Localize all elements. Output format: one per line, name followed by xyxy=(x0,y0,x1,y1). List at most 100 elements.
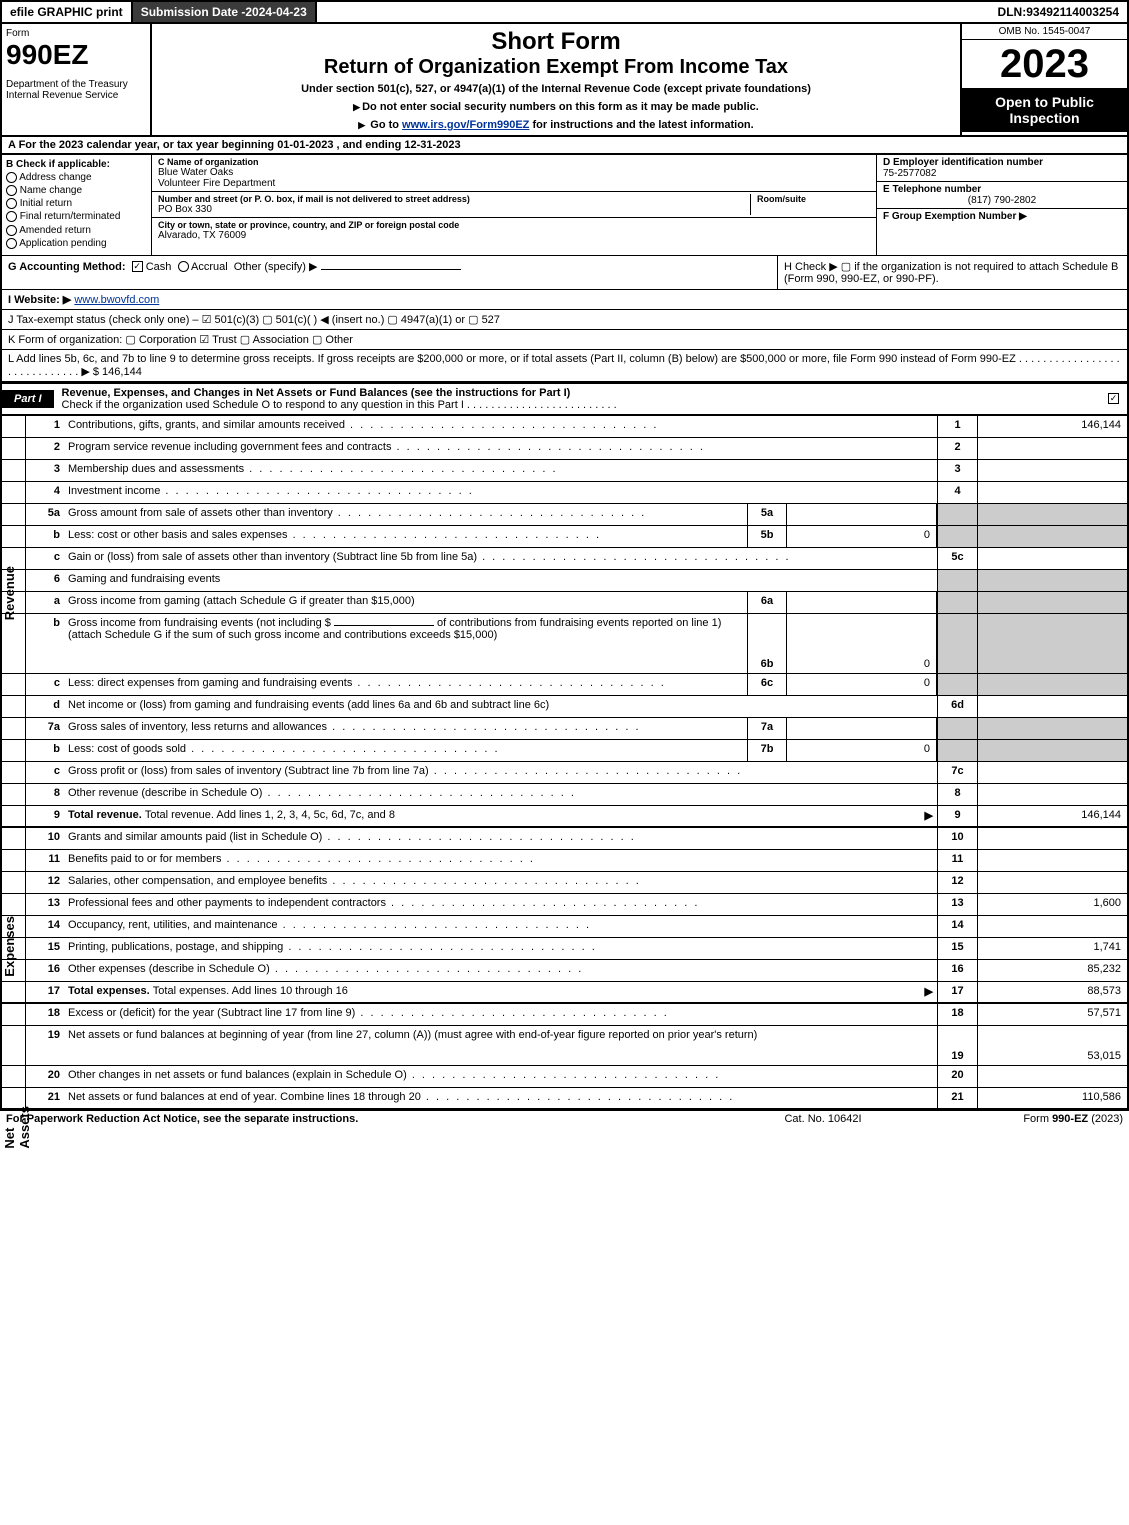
line-13: 13 Professional fees and other payments … xyxy=(2,894,1127,916)
ein-label: D Employer identification number xyxy=(883,157,1121,168)
phone-value: (817) 790-2802 xyxy=(883,195,1121,206)
line-19: 19 Net assets or fund balances at beginn… xyxy=(2,1026,1127,1066)
line-15: 15 Printing, publications, postage, and … xyxy=(2,938,1127,960)
website-link[interactable]: www.bwovfd.com xyxy=(74,294,159,306)
line-3: 3 Membership dues and assessments 3 xyxy=(2,460,1127,482)
addr-label: Number and street (or P. O. box, if mail… xyxy=(158,194,750,204)
line-10: 10 Grants and similar amounts paid (list… xyxy=(2,828,1127,850)
form-title: Return of Organization Exempt From Incom… xyxy=(160,56,952,79)
efile-print[interactable]: efile GRAPHIC print xyxy=(2,2,133,22)
chk-pending[interactable]: Application pending xyxy=(6,238,147,249)
group-exemption-label: F Group Exemption Number ▶ xyxy=(883,211,1027,222)
note-link: Go to www.irs.gov/Form990EZ for instruct… xyxy=(160,119,952,131)
gross-receipts-amount: 146,144 xyxy=(102,366,142,378)
top-bar: efile GRAPHIC print Submission Date - 20… xyxy=(0,0,1129,24)
part1-tag: Part I xyxy=(2,390,54,408)
net-assets-eoy: 110,586 xyxy=(977,1088,1127,1108)
dln: DLN: 93492114003254 xyxy=(990,2,1127,22)
row-i-website: I Website: ▶ www.bwovfd.com xyxy=(0,290,1129,310)
line-18: 18 Excess or (deficit) for the year (Sub… xyxy=(2,1004,1127,1026)
line-16: 16 Other expenses (describe in Schedule … xyxy=(2,960,1127,982)
total-revenue: 146,144 xyxy=(977,806,1127,826)
chk-initial-return[interactable]: Initial return xyxy=(6,198,147,209)
form-label: Form xyxy=(6,28,146,39)
b-header: B Check if applicable: xyxy=(6,159,147,170)
accounting-method: G Accounting Method: Cash Accrual Other … xyxy=(2,256,777,289)
line-12: 12 Salaries, other compensation, and emp… xyxy=(2,872,1127,894)
line-4: 4 Investment income 4 xyxy=(2,482,1127,504)
line-11: 11 Benefits paid to or for members 11 xyxy=(2,850,1127,872)
line-1-amount: 146,144 xyxy=(977,416,1127,437)
phone-label: E Telephone number xyxy=(883,184,1121,195)
submission-date: Submission Date - 2024-04-23 xyxy=(133,2,317,22)
line-21: 21 Net assets or fund balances at end of… xyxy=(2,1088,1127,1110)
line-6c: c Less: direct expenses from gaming and … xyxy=(2,674,1127,696)
chk-accrual[interactable] xyxy=(178,261,189,272)
footer: For Paperwork Reduction Act Notice, see … xyxy=(0,1110,1129,1127)
part1-title-block: Revenue, Expenses, and Changes in Net As… xyxy=(54,384,1100,414)
dept: Department of the Treasury Internal Reve… xyxy=(6,79,146,101)
chk-cash[interactable] xyxy=(132,261,143,272)
room-label: Room/suite xyxy=(757,194,870,204)
line-20: 20 Other changes in net assets or fund b… xyxy=(2,1066,1127,1088)
side-expenses: Expenses xyxy=(2,916,17,977)
col-b-checkboxes: B Check if applicable: Address change Na… xyxy=(2,155,152,255)
short-form: Short Form xyxy=(160,28,952,56)
line-8: 8 Other revenue (describe in Schedule O)… xyxy=(2,784,1127,806)
line-5c: c Gain or (loss) from sale of assets oth… xyxy=(2,548,1127,570)
name-address-block: B Check if applicable: Address change Na… xyxy=(0,155,1129,256)
form-year-block: OMB No. 1545-0047 2023 Open to Public In… xyxy=(962,24,1127,135)
line-6a: a Gross income from gaming (attach Sched… xyxy=(2,592,1127,614)
line-9: 9 Total revenue. Total revenue. Add line… xyxy=(2,806,1127,828)
line-6: 6 Gaming and fundraising events xyxy=(2,570,1127,592)
row-g-h: G Accounting Method: Cash Accrual Other … xyxy=(0,256,1129,290)
chk-name-change[interactable]: Name change xyxy=(6,185,147,196)
row-k-org-form: K Form of organization: ▢ Corporation ☑ … xyxy=(0,330,1129,350)
footer-notice: For Paperwork Reduction Act Notice, see … xyxy=(6,1113,723,1125)
org-name: Blue Water Oaks Volunteer Fire Departmen… xyxy=(158,167,870,189)
side-net-assets: Net Assets xyxy=(2,1106,32,1149)
open-public: Open to Public Inspection xyxy=(962,88,1127,132)
line-7b: b Less: cost of goods sold 7b 0 xyxy=(2,740,1127,762)
chk-address-change[interactable]: Address change xyxy=(6,172,147,183)
line-14: 14 Occupancy, rent, utilities, and maint… xyxy=(2,916,1127,938)
irs-link[interactable]: www.irs.gov/Form990EZ xyxy=(402,119,529,131)
omb-number: OMB No. 1545-0047 xyxy=(962,24,1127,40)
line-1: 1 Contributions, gifts, grants, and simi… xyxy=(2,416,1127,438)
org-address: PO Box 330 xyxy=(158,204,750,215)
chk-amended[interactable]: Amended return xyxy=(6,225,147,236)
footer-catno: Cat. No. 10642I xyxy=(723,1113,923,1125)
org-city: Alvarado, TX 76009 xyxy=(158,230,870,241)
chk-final-return[interactable]: Final return/terminated xyxy=(6,211,147,222)
side-revenue: Revenue xyxy=(2,566,17,620)
row-l-gross-receipts: L Add lines 5b, 6c, and 7b to line 9 to … xyxy=(0,350,1129,382)
line-17: 17 Total expenses. Total expenses. Add l… xyxy=(2,982,1127,1004)
line-5b: b Less: cost or other basis and sales ex… xyxy=(2,526,1127,548)
part1-header: Part I Revenue, Expenses, and Changes in… xyxy=(0,382,1129,416)
line-5a: 5a Gross amount from sale of assets othe… xyxy=(2,504,1127,526)
line-7c: c Gross profit or (loss) from sales of i… xyxy=(2,762,1127,784)
form-header: Form 990EZ Department of the Treasury In… xyxy=(0,24,1129,135)
org-name-label: C Name of organization xyxy=(158,157,870,167)
city-label: City or town, state or province, country… xyxy=(158,220,870,230)
line-6b: b Gross income from fundraising events (… xyxy=(2,614,1127,674)
schedule-b-check: H Check ▶ ▢ if the organization is not r… xyxy=(777,256,1127,289)
form-subtitle: Under section 501(c), 527, or 4947(a)(1)… xyxy=(160,83,952,95)
col-de: D Employer identification number 75-2577… xyxy=(877,155,1127,255)
line-2: 2 Program service revenue including gove… xyxy=(2,438,1127,460)
row-a-tax-year: A For the 2023 calendar year, or tax yea… xyxy=(0,135,1129,155)
tax-year: 2023 xyxy=(962,40,1127,88)
line-7a: 7a Gross sales of inventory, less return… xyxy=(2,718,1127,740)
row-j-tax-status: J Tax-exempt status (check only one) ‒ ☑… xyxy=(0,310,1129,330)
part1-grid: 1 Contributions, gifts, grants, and simi… xyxy=(0,416,1129,1110)
note-ssn: Do not enter social security numbers on … xyxy=(160,101,952,113)
total-expenses: 88,573 xyxy=(977,982,1127,1002)
ein-value: 75-2577082 xyxy=(883,168,1121,179)
col-c-org: C Name of organization Blue Water Oaks V… xyxy=(152,155,877,255)
form-number: 990EZ xyxy=(6,39,146,71)
footer-formid: Form 990-EZ (2023) xyxy=(923,1113,1123,1125)
part1-schedule-o-check[interactable] xyxy=(1108,393,1119,404)
form-title-block: Short Form Return of Organization Exempt… xyxy=(152,24,962,135)
line-6d: d Net income or (loss) from gaming and f… xyxy=(2,696,1127,718)
form-id-block: Form 990EZ Department of the Treasury In… xyxy=(2,24,152,135)
